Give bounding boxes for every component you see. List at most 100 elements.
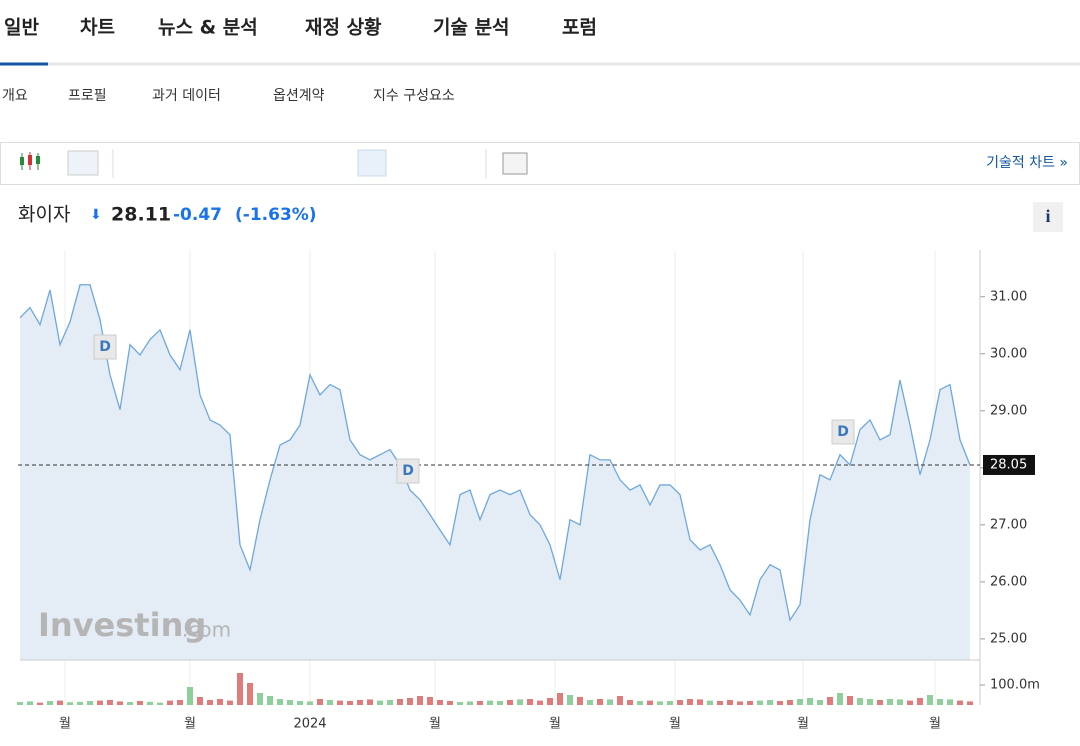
volume-bar bbox=[247, 683, 253, 705]
area-fill bbox=[20, 284, 970, 660]
volume-bar bbox=[547, 698, 553, 705]
volume-bar bbox=[687, 699, 693, 705]
volume-bar bbox=[407, 698, 413, 705]
volume-bar bbox=[697, 699, 703, 705]
tab[interactable]: 차트 bbox=[80, 17, 115, 39]
volume-bar bbox=[97, 700, 103, 705]
volume-bar bbox=[227, 700, 233, 705]
volume-bar bbox=[77, 701, 83, 705]
volume-tick-label: 100.0m bbox=[990, 678, 1040, 693]
volume-bar bbox=[327, 700, 333, 705]
dividend-label: D bbox=[837, 424, 849, 440]
area-icon[interactable] bbox=[67, 150, 99, 176]
volume-bar bbox=[267, 696, 273, 705]
dividend-marker[interactable] bbox=[831, 419, 855, 445]
volume-bar bbox=[807, 698, 813, 705]
y-tick-label: 29.00 bbox=[990, 403, 1027, 418]
volume-bar bbox=[387, 700, 393, 705]
subtab[interactable]: 지수 구성요소 bbox=[373, 88, 455, 104]
volume-bar bbox=[597, 699, 603, 705]
dividend-label: D bbox=[402, 463, 414, 479]
info-button[interactable] bbox=[1033, 202, 1063, 232]
volume-bar bbox=[207, 700, 213, 705]
down-arrow: ⬇ bbox=[90, 207, 102, 223]
x-tick-label: 월 bbox=[929, 717, 941, 732]
subtab[interactable]: 개요 bbox=[2, 88, 28, 104]
tab[interactable]: 일반 bbox=[4, 17, 39, 39]
volume-bar bbox=[677, 700, 683, 705]
volume-bar bbox=[837, 693, 843, 705]
volume-bar bbox=[437, 700, 443, 705]
volume-bar bbox=[747, 701, 753, 705]
volume-bar bbox=[927, 695, 933, 705]
dividend-marker[interactable] bbox=[396, 458, 420, 484]
volume-bar bbox=[937, 699, 943, 705]
volume-bar bbox=[757, 700, 763, 705]
y-tick-label: 25.00 bbox=[990, 631, 1027, 646]
tab[interactable]: 재정 상황 bbox=[305, 16, 382, 39]
last-price-label: 28.05 bbox=[990, 457, 1027, 472]
tech-chart-link[interactable]: 기술적 차트 » bbox=[986, 155, 1068, 171]
volume-bar bbox=[377, 700, 383, 705]
dividend-marker[interactable] bbox=[93, 334, 117, 360]
volume-bar bbox=[557, 693, 563, 705]
dividend-label: D bbox=[99, 339, 111, 355]
volume-bar bbox=[567, 695, 573, 705]
volume-bar bbox=[517, 699, 523, 705]
volume-bar bbox=[337, 700, 343, 705]
volume-bar bbox=[797, 699, 803, 705]
subtab[interactable]: 과거 데이터 bbox=[152, 88, 221, 104]
volume-bar bbox=[37, 702, 43, 705]
active-interval[interactable] bbox=[357, 149, 387, 177]
toolbar bbox=[0, 142, 1080, 185]
x-tick-label: 월 bbox=[669, 717, 681, 732]
volume-bar bbox=[27, 701, 33, 705]
volume-bar bbox=[467, 701, 473, 705]
instrument-name: 화이자 bbox=[18, 204, 70, 226]
subtab[interactable]: 옵션계약 bbox=[273, 88, 325, 104]
volume-bar bbox=[397, 699, 403, 705]
volume-bar bbox=[47, 701, 53, 705]
volume-bar bbox=[157, 702, 163, 705]
y-tick-label: 27.00 bbox=[990, 517, 1027, 532]
candle-icon[interactable] bbox=[20, 152, 40, 170]
volume-bar bbox=[287, 700, 293, 705]
subtab[interactable]: 프로필 bbox=[68, 88, 107, 104]
volume-bar bbox=[137, 701, 143, 705]
volume-bar bbox=[777, 701, 783, 705]
volume-bar bbox=[17, 702, 23, 705]
volume-bar bbox=[917, 698, 923, 705]
x-tick-label: 월 bbox=[429, 717, 441, 732]
volume-bar bbox=[87, 701, 93, 705]
volume-bar bbox=[967, 701, 973, 705]
volume-bar bbox=[907, 700, 913, 705]
volume-bar bbox=[317, 699, 323, 705]
volume-bar bbox=[497, 701, 503, 705]
volume-bar bbox=[307, 701, 313, 705]
volume-bar bbox=[297, 701, 303, 705]
volume-bar bbox=[347, 701, 353, 705]
volume-bar bbox=[167, 700, 173, 705]
change-pct: (-1.63%) bbox=[235, 205, 317, 225]
volume-bar bbox=[507, 700, 513, 705]
volume-bar bbox=[887, 699, 893, 705]
volume-bar bbox=[607, 699, 613, 705]
y-tick-label: 31.00 bbox=[990, 289, 1027, 304]
price: 28.11 bbox=[111, 204, 171, 226]
volume-bar bbox=[527, 699, 533, 705]
x-tick-label: 월 bbox=[59, 717, 71, 732]
tab[interactable]: 포럼 bbox=[562, 17, 597, 39]
layout-icon[interactable] bbox=[502, 152, 528, 175]
volume-bar bbox=[717, 701, 723, 705]
volume-bar bbox=[237, 673, 243, 705]
volume-bar bbox=[617, 696, 623, 705]
volume-bar bbox=[257, 693, 263, 705]
tab[interactable]: 기술 분석 bbox=[433, 17, 510, 39]
tab[interactable]: 뉴스 & 분석 bbox=[158, 17, 258, 39]
volume-bar bbox=[947, 699, 953, 705]
x-tick-label: 월 bbox=[549, 717, 561, 732]
volume-bar bbox=[767, 700, 773, 705]
volume-bar bbox=[147, 701, 153, 705]
volume-bar bbox=[487, 700, 493, 705]
